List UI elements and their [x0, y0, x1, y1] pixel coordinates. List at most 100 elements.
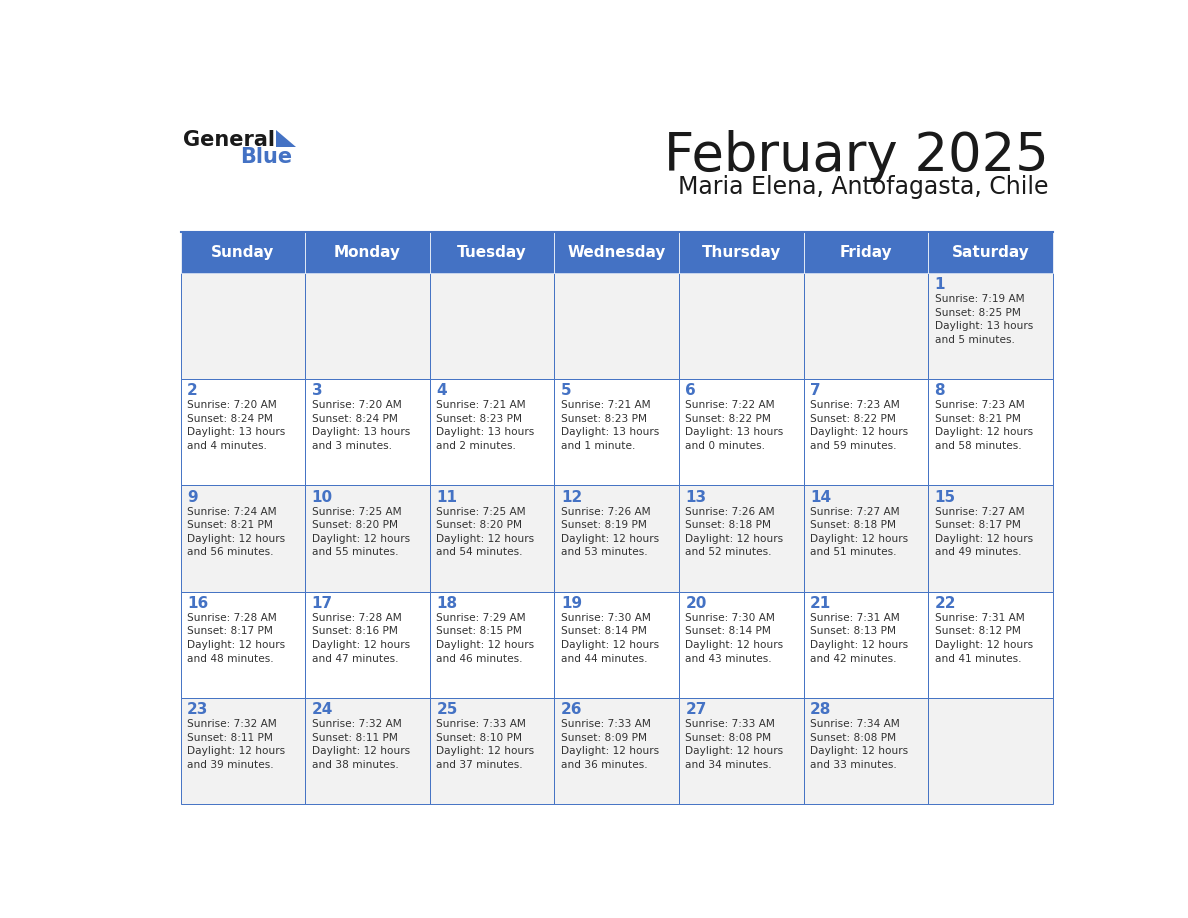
Text: Sunrise: 7:28 AM
Sunset: 8:17 PM
Daylight: 12 hours
and 48 minutes.: Sunrise: 7:28 AM Sunset: 8:17 PM Dayligh…	[188, 613, 285, 664]
Bar	[680, 273, 803, 379]
Bar	[181, 231, 305, 273]
Polygon shape	[276, 130, 296, 147]
Bar	[305, 231, 430, 273]
Text: Sunrise: 7:34 AM
Sunset: 8:08 PM
Daylight: 12 hours
and 33 minutes.: Sunrise: 7:34 AM Sunset: 8:08 PM Dayligh…	[810, 719, 908, 770]
Text: 25: 25	[436, 702, 457, 717]
Text: Sunrise: 7:29 AM
Sunset: 8:15 PM
Daylight: 12 hours
and 46 minutes.: Sunrise: 7:29 AM Sunset: 8:15 PM Dayligh…	[436, 613, 535, 664]
Text: Sunrise: 7:25 AM
Sunset: 8:20 PM
Daylight: 12 hours
and 55 minutes.: Sunrise: 7:25 AM Sunset: 8:20 PM Dayligh…	[311, 507, 410, 557]
Bar	[430, 592, 555, 698]
Bar	[928, 486, 1053, 592]
Text: 22: 22	[935, 596, 956, 610]
Text: Sunrise: 7:31 AM
Sunset: 8:12 PM
Daylight: 12 hours
and 41 minutes.: Sunrise: 7:31 AM Sunset: 8:12 PM Dayligh…	[935, 613, 1032, 664]
Text: 12: 12	[561, 489, 582, 505]
Text: Monday: Monday	[334, 245, 402, 260]
Bar	[803, 379, 928, 486]
Text: 5: 5	[561, 384, 571, 398]
Text: 19: 19	[561, 596, 582, 610]
Text: Sunrise: 7:31 AM
Sunset: 8:13 PM
Daylight: 12 hours
and 42 minutes.: Sunrise: 7:31 AM Sunset: 8:13 PM Dayligh…	[810, 613, 908, 664]
Bar	[555, 231, 680, 273]
Bar	[928, 273, 1053, 379]
Text: 21: 21	[810, 596, 832, 610]
Text: Blue: Blue	[240, 147, 292, 167]
Bar	[430, 273, 555, 379]
Text: 18: 18	[436, 596, 457, 610]
Text: 10: 10	[311, 489, 333, 505]
Text: Thursday: Thursday	[702, 245, 781, 260]
Bar	[803, 698, 928, 804]
Bar	[555, 592, 680, 698]
Text: 8: 8	[935, 384, 946, 398]
Text: 24: 24	[311, 702, 333, 717]
Text: Sunrise: 7:33 AM
Sunset: 8:09 PM
Daylight: 12 hours
and 36 minutes.: Sunrise: 7:33 AM Sunset: 8:09 PM Dayligh…	[561, 719, 659, 770]
Text: 14: 14	[810, 489, 832, 505]
Bar	[680, 486, 803, 592]
Bar	[555, 273, 680, 379]
Bar	[305, 592, 430, 698]
Bar	[680, 231, 803, 273]
Bar	[803, 273, 928, 379]
Text: Sunrise: 7:23 AM
Sunset: 8:21 PM
Daylight: 12 hours
and 58 minutes.: Sunrise: 7:23 AM Sunset: 8:21 PM Dayligh…	[935, 400, 1032, 451]
Text: Sunrise: 7:21 AM
Sunset: 8:23 PM
Daylight: 13 hours
and 1 minute.: Sunrise: 7:21 AM Sunset: 8:23 PM Dayligh…	[561, 400, 659, 451]
Text: Wednesday: Wednesday	[568, 245, 665, 260]
Text: 20: 20	[685, 596, 707, 610]
Bar	[803, 231, 928, 273]
Bar	[928, 379, 1053, 486]
Text: 16: 16	[188, 596, 208, 610]
Text: Sunrise: 7:26 AM
Sunset: 8:18 PM
Daylight: 12 hours
and 52 minutes.: Sunrise: 7:26 AM Sunset: 8:18 PM Dayligh…	[685, 507, 784, 557]
Bar	[181, 698, 305, 804]
Text: Sunrise: 7:30 AM
Sunset: 8:14 PM
Daylight: 12 hours
and 43 minutes.: Sunrise: 7:30 AM Sunset: 8:14 PM Dayligh…	[685, 613, 784, 664]
Text: Sunrise: 7:33 AM
Sunset: 8:10 PM
Daylight: 12 hours
and 37 minutes.: Sunrise: 7:33 AM Sunset: 8:10 PM Dayligh…	[436, 719, 535, 770]
Bar	[181, 592, 305, 698]
Bar	[430, 486, 555, 592]
Text: 17: 17	[311, 596, 333, 610]
Bar	[430, 231, 555, 273]
Text: Sunrise: 7:27 AM
Sunset: 8:18 PM
Daylight: 12 hours
and 51 minutes.: Sunrise: 7:27 AM Sunset: 8:18 PM Dayligh…	[810, 507, 908, 557]
Text: 11: 11	[436, 489, 457, 505]
Bar	[305, 379, 430, 486]
Bar	[803, 592, 928, 698]
Text: General: General	[183, 130, 276, 150]
Bar	[305, 273, 430, 379]
Text: 23: 23	[188, 702, 209, 717]
Text: Maria Elena, Antofagasta, Chile: Maria Elena, Antofagasta, Chile	[678, 175, 1049, 199]
Text: Sunrise: 7:20 AM
Sunset: 8:24 PM
Daylight: 13 hours
and 4 minutes.: Sunrise: 7:20 AM Sunset: 8:24 PM Dayligh…	[188, 400, 285, 451]
Text: Sunrise: 7:22 AM
Sunset: 8:22 PM
Daylight: 13 hours
and 0 minutes.: Sunrise: 7:22 AM Sunset: 8:22 PM Dayligh…	[685, 400, 784, 451]
Text: 6: 6	[685, 384, 696, 398]
Text: Sunrise: 7:23 AM
Sunset: 8:22 PM
Daylight: 12 hours
and 59 minutes.: Sunrise: 7:23 AM Sunset: 8:22 PM Dayligh…	[810, 400, 908, 451]
Bar	[803, 486, 928, 592]
Bar	[680, 379, 803, 486]
Text: Sunrise: 7:26 AM
Sunset: 8:19 PM
Daylight: 12 hours
and 53 minutes.: Sunrise: 7:26 AM Sunset: 8:19 PM Dayligh…	[561, 507, 659, 557]
Text: Sunrise: 7:24 AM
Sunset: 8:21 PM
Daylight: 12 hours
and 56 minutes.: Sunrise: 7:24 AM Sunset: 8:21 PM Dayligh…	[188, 507, 285, 557]
Text: Sunrise: 7:25 AM
Sunset: 8:20 PM
Daylight: 12 hours
and 54 minutes.: Sunrise: 7:25 AM Sunset: 8:20 PM Dayligh…	[436, 507, 535, 557]
Text: 26: 26	[561, 702, 582, 717]
Bar	[928, 592, 1053, 698]
Text: Saturday: Saturday	[952, 245, 1029, 260]
Text: Sunrise: 7:32 AM
Sunset: 8:11 PM
Daylight: 12 hours
and 39 minutes.: Sunrise: 7:32 AM Sunset: 8:11 PM Dayligh…	[188, 719, 285, 770]
Text: Friday: Friday	[840, 245, 892, 260]
Text: Sunrise: 7:32 AM
Sunset: 8:11 PM
Daylight: 12 hours
and 38 minutes.: Sunrise: 7:32 AM Sunset: 8:11 PM Dayligh…	[311, 719, 410, 770]
Text: Sunrise: 7:21 AM
Sunset: 8:23 PM
Daylight: 13 hours
and 2 minutes.: Sunrise: 7:21 AM Sunset: 8:23 PM Dayligh…	[436, 400, 535, 451]
Bar	[430, 379, 555, 486]
Bar	[181, 273, 305, 379]
Bar	[181, 486, 305, 592]
Text: 2: 2	[188, 384, 198, 398]
Text: 7: 7	[810, 384, 821, 398]
Text: 15: 15	[935, 489, 955, 505]
Bar	[680, 592, 803, 698]
Bar	[305, 486, 430, 592]
Bar	[555, 698, 680, 804]
Text: February 2025: February 2025	[664, 130, 1049, 182]
Text: Sunrise: 7:19 AM
Sunset: 8:25 PM
Daylight: 13 hours
and 5 minutes.: Sunrise: 7:19 AM Sunset: 8:25 PM Dayligh…	[935, 294, 1032, 345]
Bar	[680, 698, 803, 804]
Text: 3: 3	[311, 384, 322, 398]
Bar	[305, 698, 430, 804]
Text: 9: 9	[188, 489, 197, 505]
Text: Sunday: Sunday	[211, 245, 274, 260]
Text: 28: 28	[810, 702, 832, 717]
Bar	[181, 379, 305, 486]
Text: Sunrise: 7:20 AM
Sunset: 8:24 PM
Daylight: 13 hours
and 3 minutes.: Sunrise: 7:20 AM Sunset: 8:24 PM Dayligh…	[311, 400, 410, 451]
Text: Sunrise: 7:28 AM
Sunset: 8:16 PM
Daylight: 12 hours
and 47 minutes.: Sunrise: 7:28 AM Sunset: 8:16 PM Dayligh…	[311, 613, 410, 664]
Bar	[430, 698, 555, 804]
Bar	[928, 698, 1053, 804]
Bar	[555, 486, 680, 592]
